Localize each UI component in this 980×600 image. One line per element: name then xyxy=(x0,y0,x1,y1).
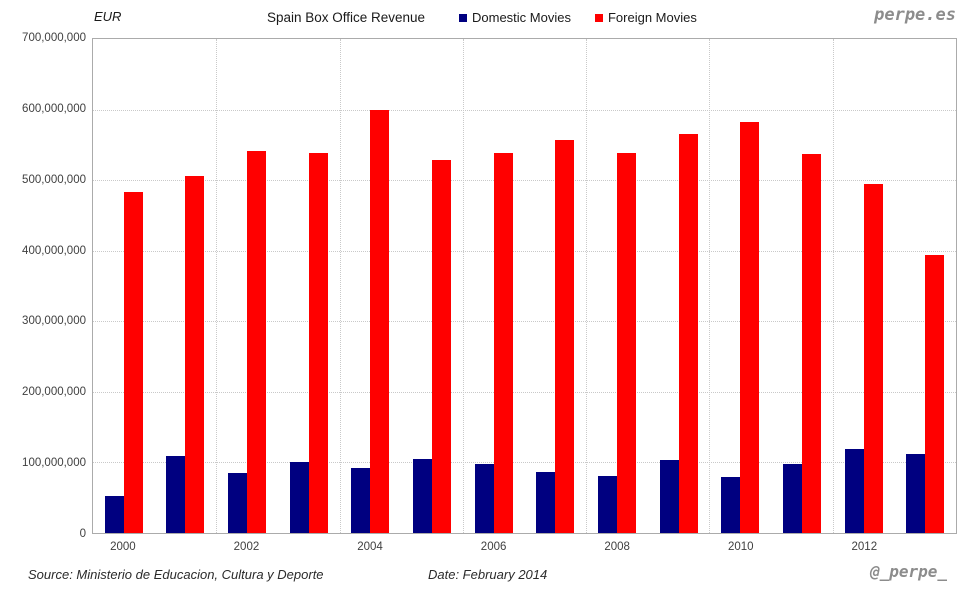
gridlines xyxy=(93,39,956,533)
bar-group-2001 xyxy=(155,39,217,533)
bar-group-2004 xyxy=(340,39,402,533)
x-tick-label: 2002 xyxy=(233,541,260,553)
foreign-movies-bar-2010 xyxy=(740,122,760,533)
foreign-movies-bar-2004 xyxy=(370,110,390,533)
legend-label-foreign: Foreign Movies xyxy=(607,10,697,25)
bar-group-2009 xyxy=(648,39,710,533)
x-tick-label: 2004 xyxy=(357,541,383,553)
bar-group-2002 xyxy=(216,39,278,533)
foreign-movies-bar-2001 xyxy=(185,175,205,533)
domestic-movies-bar-2003 xyxy=(289,461,309,533)
h-gridline xyxy=(93,321,956,323)
domestic-movies-bar-2006 xyxy=(474,463,494,533)
foreign-movies-bar-2003 xyxy=(308,152,328,533)
legend-label-domestic: Domestic Movies xyxy=(472,10,571,25)
domestic-movies-bar-2001 xyxy=(166,456,186,533)
bar-group-2005 xyxy=(401,39,463,533)
h-gridline xyxy=(93,109,956,111)
domestic-movies-bar-2008 xyxy=(597,475,617,533)
bar-series xyxy=(93,39,956,533)
y-axis-labels: 0 100,000,000 200,000,000 300,000,000 400,00… xyxy=(0,32,86,540)
v-gridline xyxy=(586,39,588,533)
h-gridline xyxy=(93,180,956,182)
legend: Domestic Movies Foreign Movies xyxy=(459,10,697,25)
v-gridline xyxy=(216,39,218,533)
v-gridline xyxy=(832,39,834,533)
foreign-movies-bar-2007 xyxy=(555,139,575,533)
handle-watermark: @_perpe_ xyxy=(869,562,947,581)
domestic-movies-bar-2012 xyxy=(844,449,864,533)
foreign-swatch-icon xyxy=(594,13,603,22)
bar-group-2000 xyxy=(93,39,155,533)
legend-item-domestic: Domestic Movies xyxy=(459,10,571,25)
domestic-movies-bar-2009 xyxy=(659,459,679,533)
x-axis-labels: 2000 2002 2004 2006 2008 2010 2012 xyxy=(92,541,957,557)
bar-group-2008 xyxy=(586,39,648,533)
foreign-movies-bar-2012 xyxy=(863,184,883,533)
domestic-movies-bar-2000 xyxy=(104,495,124,533)
foreign-movies-bar-2009 xyxy=(678,133,698,533)
foreign-movies-bar-2011 xyxy=(801,154,821,533)
domestic-movies-bar-2013 xyxy=(906,453,926,533)
bar-group-2007 xyxy=(524,39,586,533)
brand-watermark: perpe.es xyxy=(874,5,956,25)
foreign-movies-bar-2013 xyxy=(925,254,945,533)
date-note: Date: February 2014 xyxy=(428,567,548,582)
domestic-movies-bar-2002 xyxy=(228,473,248,533)
x-tick-label: 2008 xyxy=(604,541,630,553)
chart-title: Spain Box Office Revenue xyxy=(266,10,426,25)
h-gridline xyxy=(93,462,956,464)
plot-area xyxy=(92,38,957,534)
x-tick-label: 2012 xyxy=(851,541,878,553)
legend-item-foreign: Foreign Movies xyxy=(594,10,697,25)
domestic-movies-bar-2007 xyxy=(536,471,556,533)
foreign-movies-bar-2005 xyxy=(432,160,452,533)
y-tick-label: 300,000,000 xyxy=(22,315,86,328)
v-gridline xyxy=(462,39,464,533)
bar-group-2010 xyxy=(709,39,771,533)
y-tick-label: 0 xyxy=(79,528,86,540)
x-tick-label: 2010 xyxy=(727,541,754,553)
source-note: Source: Ministerio de Educacion, Cultura… xyxy=(28,567,324,582)
domestic-movies-bar-2005 xyxy=(413,458,433,533)
y-tick-label: 600,000,000 xyxy=(22,102,86,115)
domestic-swatch-icon xyxy=(459,13,467,22)
bar-group-2003 xyxy=(278,39,340,533)
bar-group-2012 xyxy=(833,39,895,533)
y-tick-label: 500,000,000 xyxy=(22,173,86,186)
foreign-movies-bar-2002 xyxy=(247,151,267,533)
domestic-movies-bar-2011 xyxy=(782,463,802,533)
y-tick-label: 100,000,000 xyxy=(22,457,86,470)
h-gridline xyxy=(93,250,956,252)
foreign-movies-bar-2000 xyxy=(123,192,143,533)
domestic-movies-bar-2004 xyxy=(351,468,371,533)
unit-label: EUR xyxy=(94,9,122,24)
y-tick-label: 400,000,000 xyxy=(22,244,86,257)
v-gridline xyxy=(709,39,711,533)
bar-group-2006 xyxy=(463,39,525,533)
x-tick-label: 2000 xyxy=(110,541,136,553)
bar-group-2013 xyxy=(894,39,956,533)
v-gridline xyxy=(339,39,341,533)
y-tick-label: 700,000,000 xyxy=(22,32,86,44)
domestic-movies-bar-2010 xyxy=(721,476,741,533)
bar-group-2011 xyxy=(771,39,833,533)
x-tick-label: 2006 xyxy=(480,541,507,553)
foreign-movies-bar-2006 xyxy=(493,153,513,533)
y-tick-label: 200,000,000 xyxy=(22,386,86,399)
h-gridline xyxy=(93,391,956,393)
foreign-movies-bar-2008 xyxy=(616,153,636,533)
